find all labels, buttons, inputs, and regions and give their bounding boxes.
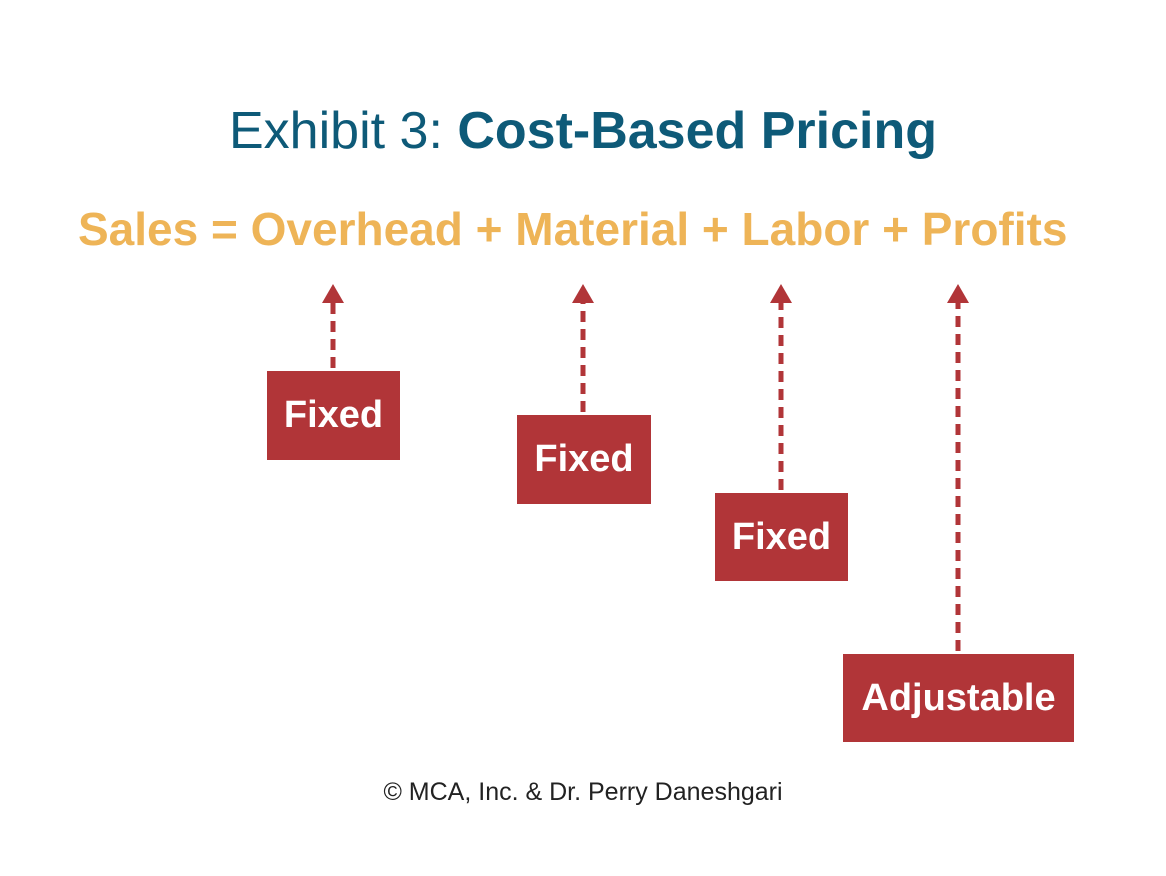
arrow-head-labor-icon <box>770 284 792 303</box>
arrow-head-overhead-icon <box>322 284 344 303</box>
exhibit-title-main: Cost-Based Pricing <box>457 102 937 160</box>
label-box-overhead: Fixed <box>267 371 400 460</box>
exhibit-title-prefix: Exhibit 3: <box>229 102 458 160</box>
arrow-head-profits-icon <box>947 284 969 303</box>
label-box-material: Fixed <box>517 415 651 504</box>
exhibit-title: Exhibit 3: Cost-Based Pricing <box>0 100 1166 162</box>
label-box-labor: Fixed <box>715 493 848 581</box>
arrow-head-material-icon <box>572 284 594 303</box>
pricing-equation: Sales = Overhead + Material + Labor + Pr… <box>78 203 1068 255</box>
label-box-profits: Adjustable <box>843 654 1074 742</box>
copyright-notice: © MCA, Inc. & Dr. Perry Daneshgari <box>383 778 783 806</box>
